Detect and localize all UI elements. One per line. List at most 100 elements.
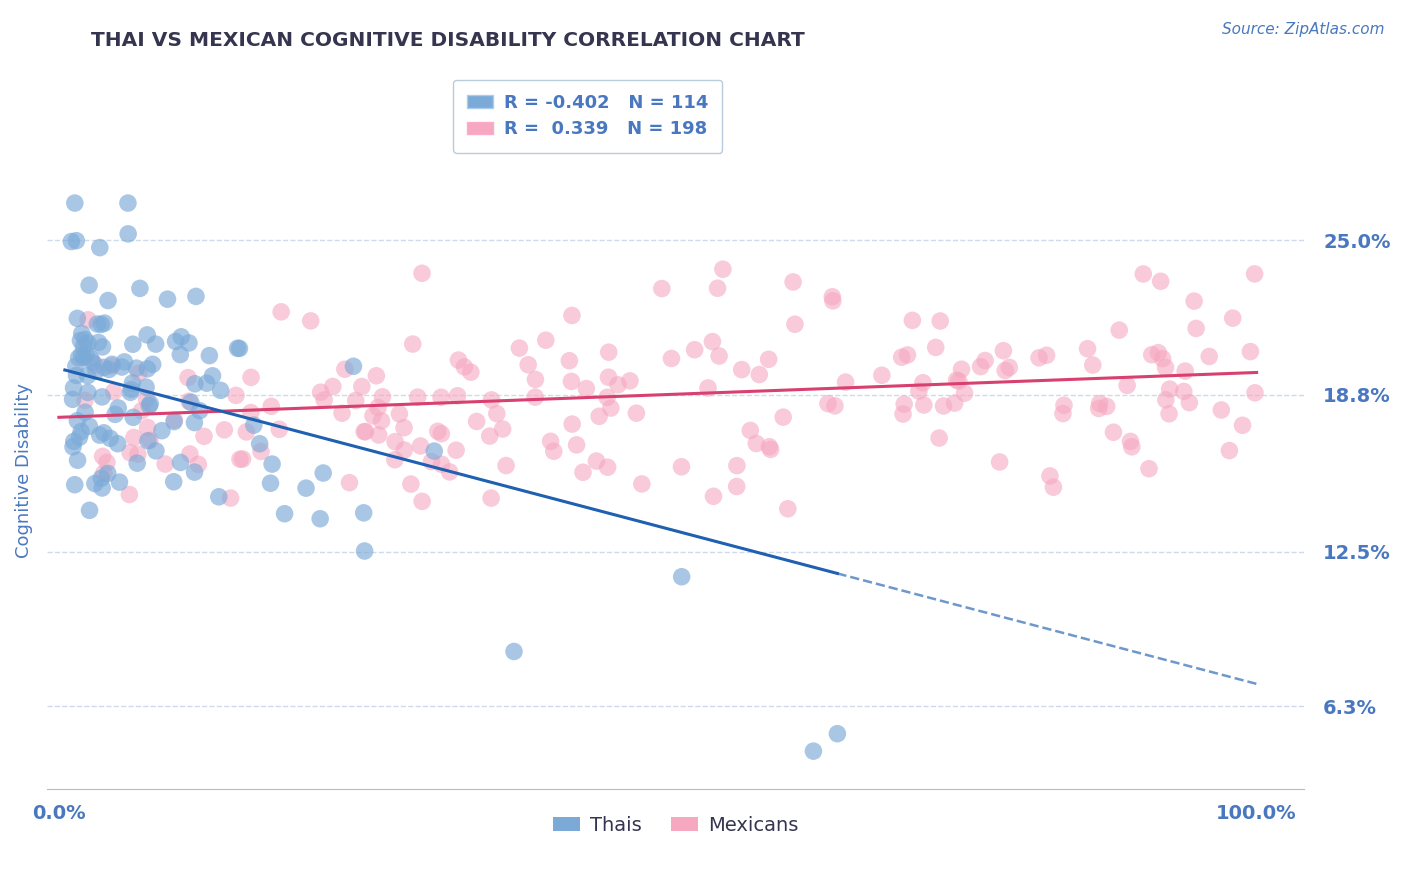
Point xyxy=(772,410,794,425)
Point xyxy=(817,396,839,410)
Text: THAI VS MEXICAN COGNITIVE DISABILITY CORRELATION CHART: THAI VS MEXICAN COGNITIVE DISABILITY COR… xyxy=(91,31,806,50)
Point xyxy=(273,507,295,521)
Point xyxy=(122,410,145,425)
Point xyxy=(201,368,224,383)
Point xyxy=(79,503,101,517)
Point xyxy=(77,313,100,327)
Point xyxy=(183,465,205,479)
Point xyxy=(156,292,179,306)
Point xyxy=(994,363,1017,377)
Point xyxy=(270,305,292,319)
Point xyxy=(249,436,271,450)
Point xyxy=(269,422,291,436)
Point xyxy=(131,403,153,417)
Point xyxy=(1140,348,1163,362)
Point xyxy=(929,314,952,328)
Point xyxy=(725,458,748,473)
Point xyxy=(93,425,115,440)
Point xyxy=(163,415,186,429)
Point xyxy=(371,390,394,404)
Point xyxy=(388,407,411,421)
Point xyxy=(66,414,89,428)
Point xyxy=(333,362,356,376)
Point xyxy=(170,330,193,344)
Point xyxy=(76,368,98,383)
Point xyxy=(98,431,121,445)
Point xyxy=(65,234,87,248)
Point xyxy=(139,397,162,411)
Point xyxy=(180,395,202,409)
Point xyxy=(69,430,91,444)
Point xyxy=(262,457,284,471)
Point xyxy=(540,434,562,449)
Point xyxy=(361,409,384,423)
Point xyxy=(177,335,200,350)
Point xyxy=(534,333,557,347)
Point xyxy=(1147,345,1170,359)
Point xyxy=(232,452,254,467)
Point xyxy=(79,419,101,434)
Point xyxy=(465,414,488,428)
Point xyxy=(1159,382,1181,396)
Point xyxy=(163,475,186,489)
Point xyxy=(1218,443,1240,458)
Point xyxy=(439,465,461,479)
Point xyxy=(560,375,582,389)
Point xyxy=(82,355,104,369)
Point xyxy=(145,443,167,458)
Point xyxy=(91,340,114,354)
Point xyxy=(101,359,124,373)
Point xyxy=(350,379,373,393)
Point xyxy=(524,372,547,386)
Point xyxy=(339,475,361,490)
Point xyxy=(353,425,375,439)
Point xyxy=(117,196,139,211)
Point xyxy=(1087,401,1109,416)
Point xyxy=(821,293,844,308)
Point xyxy=(138,399,160,413)
Point xyxy=(235,425,257,439)
Point xyxy=(411,266,433,280)
Point xyxy=(240,370,263,384)
Point xyxy=(135,392,157,406)
Point xyxy=(1173,384,1195,399)
Point xyxy=(782,275,804,289)
Point xyxy=(598,345,620,359)
Point xyxy=(111,359,134,374)
Point xyxy=(561,309,583,323)
Point xyxy=(70,425,93,439)
Point xyxy=(184,376,207,391)
Point xyxy=(184,289,207,303)
Point xyxy=(125,361,148,376)
Point xyxy=(62,440,84,454)
Point xyxy=(1081,358,1104,372)
Point xyxy=(142,357,165,371)
Point xyxy=(974,353,997,368)
Point xyxy=(169,348,191,362)
Point xyxy=(93,316,115,330)
Point xyxy=(93,360,115,375)
Point xyxy=(62,381,84,395)
Point xyxy=(183,416,205,430)
Point xyxy=(65,368,87,383)
Point xyxy=(1108,323,1130,337)
Point xyxy=(508,341,530,355)
Point xyxy=(711,262,734,277)
Point xyxy=(76,385,98,400)
Point xyxy=(1116,378,1139,392)
Point xyxy=(1232,418,1254,433)
Point xyxy=(127,447,149,461)
Point xyxy=(101,357,124,371)
Point xyxy=(1042,480,1064,494)
Point xyxy=(91,481,114,495)
Point xyxy=(70,326,93,341)
Point xyxy=(84,358,107,372)
Point xyxy=(198,349,221,363)
Point xyxy=(187,458,209,472)
Point xyxy=(402,337,425,351)
Point xyxy=(367,428,389,442)
Point xyxy=(702,489,724,503)
Point xyxy=(129,281,152,295)
Point xyxy=(1132,267,1154,281)
Point xyxy=(1035,348,1057,362)
